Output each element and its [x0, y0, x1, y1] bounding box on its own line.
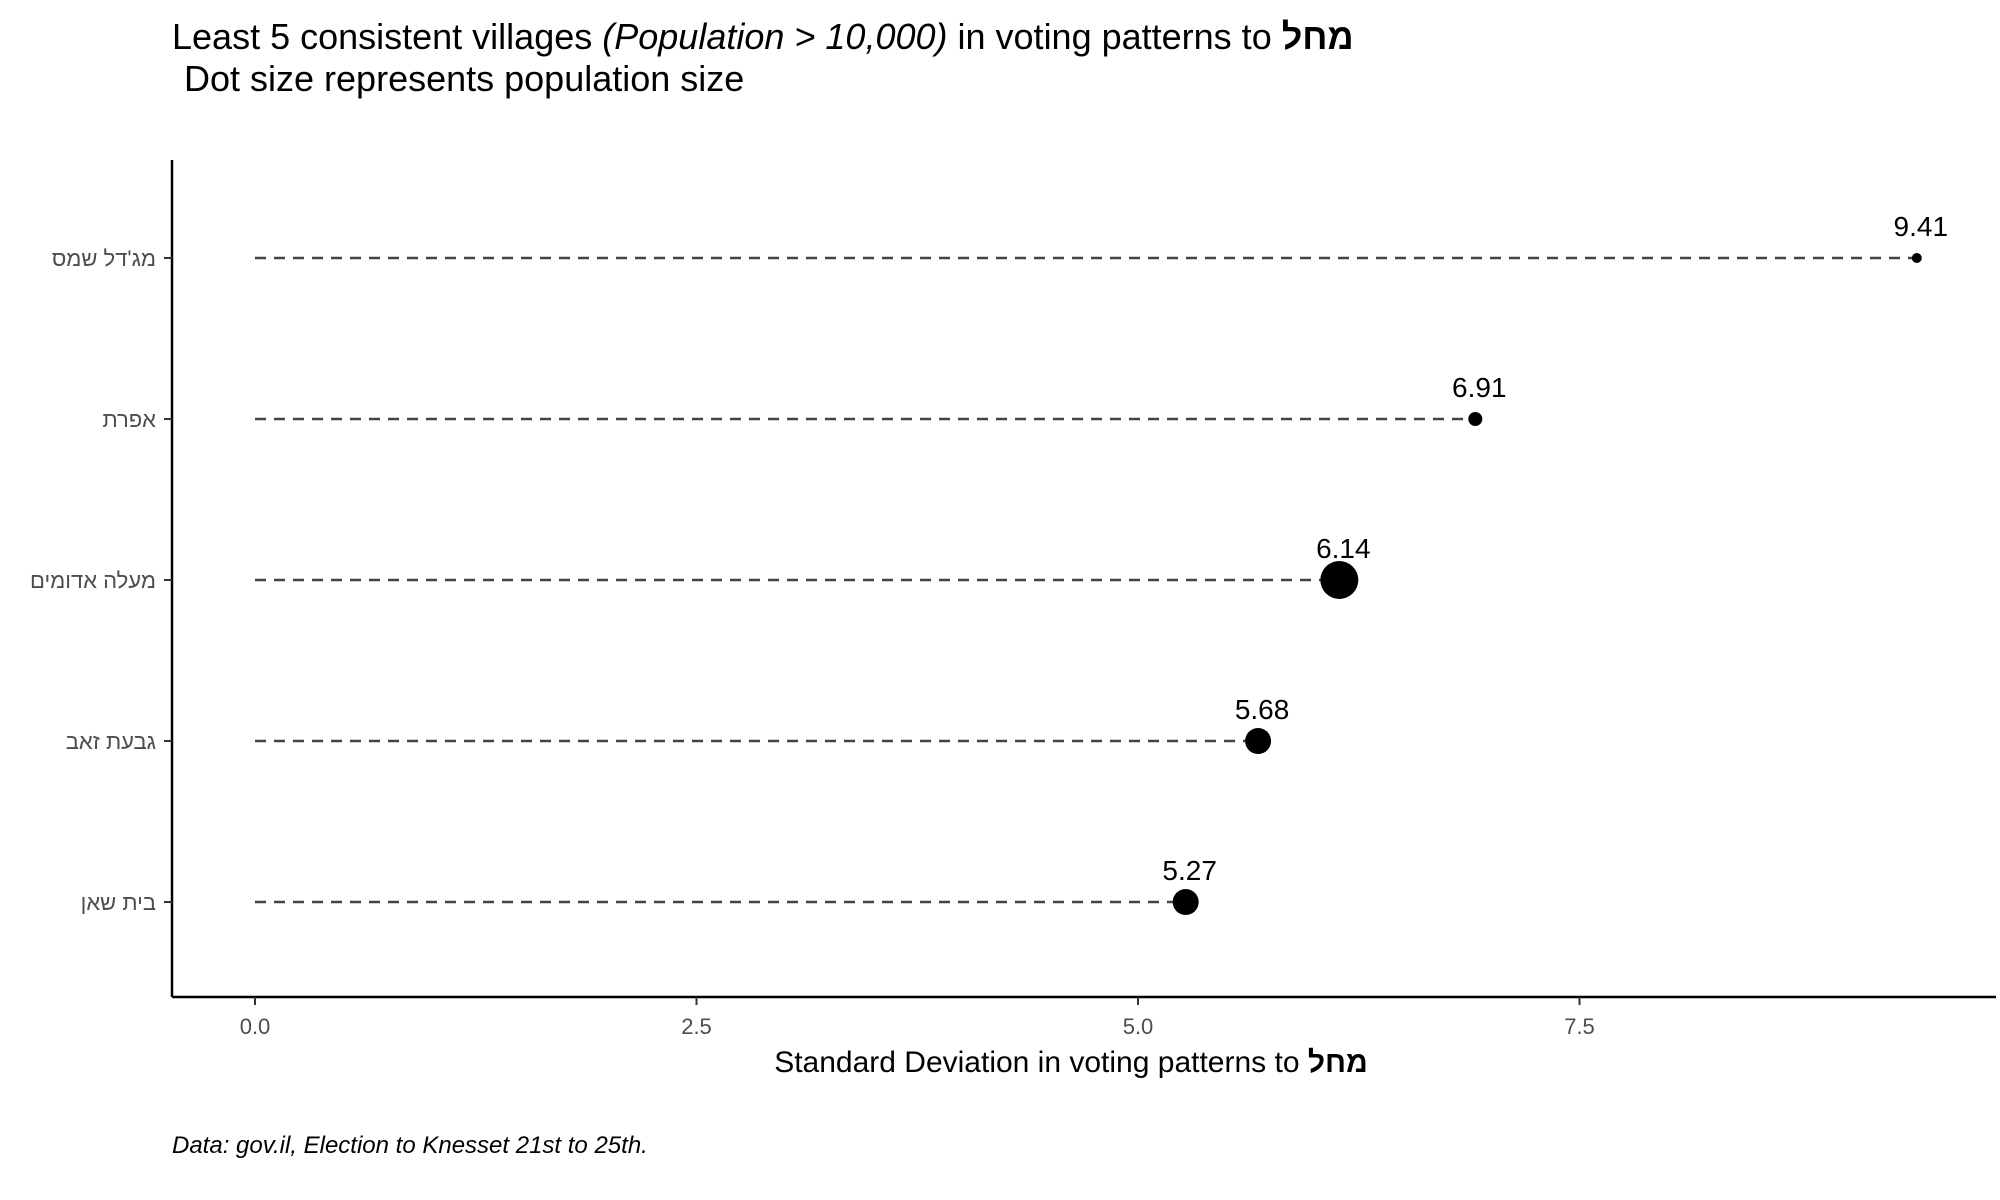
x-axis-label-text: Standard Deviation in voting patterns to [774, 1046, 1308, 1079]
x-axis-label-party: מחל [1307, 1046, 1368, 1079]
lollipop-point [1172, 889, 1199, 915]
x-tick-label: 7.5 [1564, 1014, 1595, 1039]
title-party: מחל [1281, 16, 1354, 57]
chart-title: Least 5 consistent villages (Population … [172, 16, 1354, 58]
y-tick-label: בית שאן [81, 890, 156, 915]
data-label: 6.14 [1316, 533, 1371, 564]
title-middle: in voting patterns to [947, 16, 1282, 57]
chart-subtitle: Dot size represents population size [184, 58, 745, 99]
lollipop-point [1245, 728, 1272, 754]
lollipop-point [1320, 561, 1359, 599]
x-tick-label: 2.5 [681, 1014, 712, 1039]
y-tick-label: מעלה אדומים [30, 568, 156, 593]
data-label: 5.27 [1162, 855, 1217, 886]
data-label: 6.91 [1452, 372, 1507, 403]
x-axis-label: Standard Deviation in voting patterns to… [0, 1046, 2000, 1080]
data-label: 5.68 [1235, 694, 1290, 725]
x-tick-label: 0.0 [240, 1014, 271, 1039]
chart-title-block: Least 5 consistent villages (Population … [172, 16, 1354, 100]
data-source-caption: Data: gov.il, Election to Knesset 21st t… [172, 1132, 648, 1159]
lollipop-point [1911, 253, 1922, 263]
x-tick-label: 5.0 [1123, 1014, 1154, 1039]
y-tick-label: מג'דל שמס [52, 246, 156, 271]
y-tick-label: גבעת זאב [66, 729, 156, 754]
data-label: 9.41 [1894, 211, 1949, 242]
title-prefix: Least 5 consistent villages [172, 16, 603, 57]
title-emphasis: (Population > 10,000) [602, 16, 948, 57]
lollipop-point [1468, 412, 1483, 426]
y-tick-label: אפרת [102, 407, 156, 432]
